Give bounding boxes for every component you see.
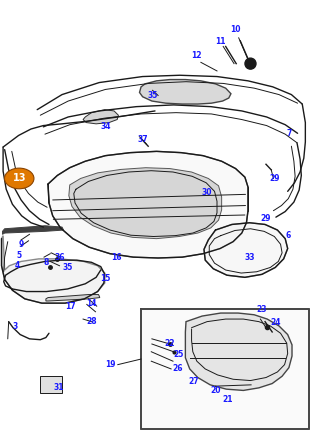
Text: 27: 27 xyxy=(188,378,199,386)
Text: 21: 21 xyxy=(223,396,233,404)
Text: 34: 34 xyxy=(101,123,111,131)
Text: 7: 7 xyxy=(286,129,292,138)
Text: 20: 20 xyxy=(211,386,221,395)
Text: 10: 10 xyxy=(230,25,240,34)
Text: 37: 37 xyxy=(137,135,148,144)
Text: 33: 33 xyxy=(244,253,255,261)
Text: 28: 28 xyxy=(87,317,97,326)
Text: 29: 29 xyxy=(269,174,280,183)
Text: 36: 36 xyxy=(55,253,65,261)
Text: 11: 11 xyxy=(215,37,225,46)
Text: 15: 15 xyxy=(100,274,111,283)
Text: 12: 12 xyxy=(192,51,202,59)
Text: 17: 17 xyxy=(65,302,76,310)
Polygon shape xyxy=(2,226,64,234)
Text: 16: 16 xyxy=(111,253,122,261)
Text: 23: 23 xyxy=(257,305,267,314)
Text: 25: 25 xyxy=(174,350,184,359)
Text: 9: 9 xyxy=(19,240,24,249)
Text: 6: 6 xyxy=(286,231,291,240)
Text: 31: 31 xyxy=(53,383,64,391)
Text: 22: 22 xyxy=(165,340,175,348)
Polygon shape xyxy=(2,236,105,303)
Polygon shape xyxy=(48,151,248,258)
Polygon shape xyxy=(83,110,118,124)
Text: 13: 13 xyxy=(12,173,26,184)
Text: 35: 35 xyxy=(62,263,73,272)
Ellipse shape xyxy=(4,168,34,189)
Text: 19: 19 xyxy=(105,360,116,369)
Text: 4: 4 xyxy=(15,261,20,270)
Text: 35: 35 xyxy=(147,91,158,100)
Text: 30: 30 xyxy=(202,188,212,197)
Polygon shape xyxy=(69,168,222,239)
Polygon shape xyxy=(204,223,288,277)
Polygon shape xyxy=(140,80,231,104)
FancyBboxPatch shape xyxy=(40,376,62,393)
Circle shape xyxy=(245,58,256,69)
Text: 26: 26 xyxy=(172,365,183,373)
Text: 29: 29 xyxy=(261,214,271,223)
Text: 8: 8 xyxy=(43,258,49,267)
Text: 24: 24 xyxy=(270,318,281,327)
Text: 14: 14 xyxy=(86,299,97,307)
Polygon shape xyxy=(141,309,309,429)
Polygon shape xyxy=(185,313,292,390)
Text: 5: 5 xyxy=(17,252,22,260)
Polygon shape xyxy=(46,295,100,301)
Text: 3: 3 xyxy=(12,322,17,331)
